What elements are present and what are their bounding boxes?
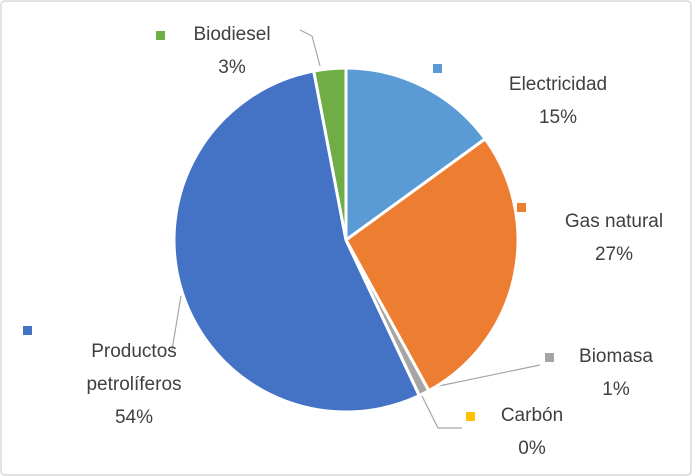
leader-line — [171, 295, 182, 351]
category-label: Biomasa — [579, 346, 653, 367]
leader-line — [433, 364, 541, 388]
data-label: Productos petrolíferos 54% — [69, 335, 199, 434]
legend-swatch — [433, 64, 442, 73]
value-label: 1% — [602, 379, 630, 400]
value-label: 54% — [114, 407, 154, 428]
legend-swatch — [517, 203, 526, 212]
pie-slice — [312, 66, 348, 241]
category-label: Productos petrolíferos — [86, 341, 182, 395]
value-label: 0% — [518, 438, 546, 459]
legend-swatch — [545, 353, 554, 362]
value-label: 3% — [218, 57, 246, 78]
data-label: Gas natural 27% — [534, 205, 692, 271]
pie-slice — [172, 69, 422, 414]
category-label: Biodiesel — [193, 24, 271, 45]
legend-swatch — [466, 412, 475, 421]
data-label: Carbón 0% — [472, 399, 592, 465]
value-label: 27% — [594, 244, 634, 265]
pie-slice — [344, 66, 488, 243]
legend-swatch — [156, 31, 165, 40]
category-label: Electricidad — [508, 74, 608, 95]
value-label: 15% — [538, 107, 578, 128]
category-label: Carbón — [500, 405, 564, 426]
leader-line — [299, 29, 321, 67]
category-label: Gas natural — [564, 211, 664, 232]
data-label: Biomasa 1% — [551, 340, 681, 406]
data-label: Biodiesel 3% — [167, 18, 297, 84]
legend-swatch — [23, 326, 32, 335]
data-label: Electricidad 15% — [478, 68, 638, 134]
leader-line — [419, 391, 462, 429]
pie-slice — [344, 136, 520, 393]
